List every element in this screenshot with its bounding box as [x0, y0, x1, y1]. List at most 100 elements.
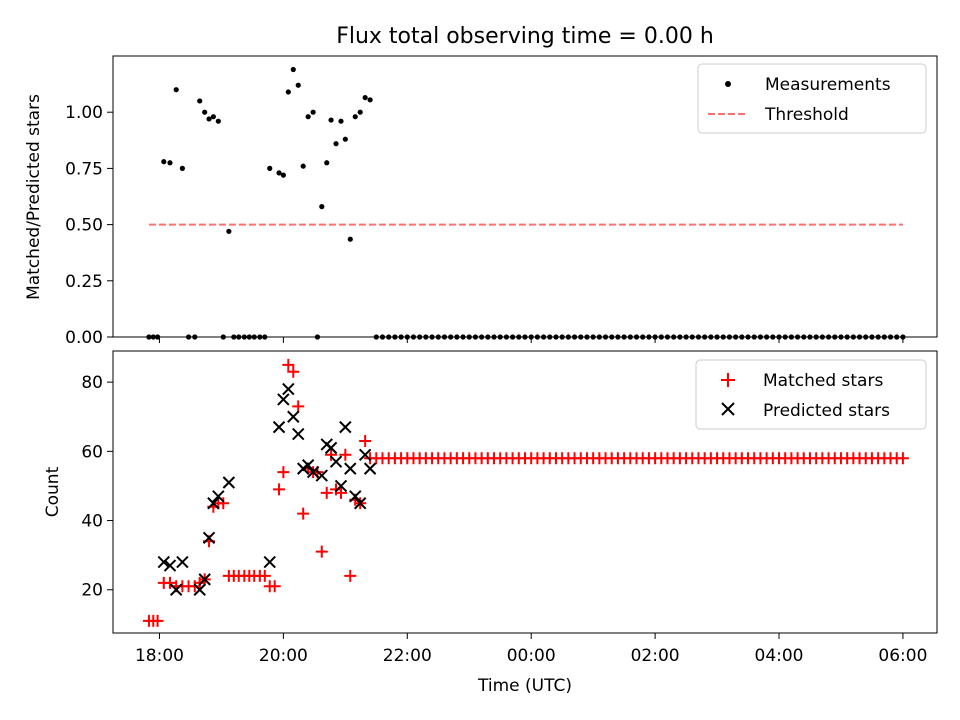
predicted-stars-point	[324, 441, 338, 455]
x-axis-label: Time (UTC)	[477, 676, 572, 696]
legend-predicted-marker	[721, 402, 735, 416]
x-tick-label: 22:00	[383, 646, 432, 666]
measurements-point	[295, 82, 301, 88]
bottom-y-tick-label: 80	[81, 373, 103, 393]
matched-stars-point	[217, 497, 230, 510]
predicted-stars-point	[193, 583, 206, 596]
predicted-stars-point	[176, 555, 189, 569]
measurements-point	[328, 117, 334, 123]
predicted-stars-point	[163, 559, 177, 572]
matched-stars-point	[896, 452, 909, 465]
matched-stars-point	[297, 507, 310, 520]
predicted-stars-point	[263, 555, 276, 569]
top-legend-box	[697, 63, 927, 134]
legend-matched-marker	[721, 373, 735, 387]
matched-stars-point	[163, 576, 176, 589]
predicted-stars-point	[169, 583, 183, 596]
predicted-stars-point	[329, 455, 343, 468]
measurements-point	[367, 97, 373, 103]
matched-stars-point	[339, 448, 352, 461]
measurements-point	[167, 160, 173, 166]
top-y-tick-label: 1.00	[65, 103, 103, 123]
predicted-stars-point	[358, 448, 372, 462]
predicted-stars-point	[315, 469, 328, 482]
measurements-point	[319, 204, 325, 210]
x-tick-label: 00:00	[507, 646, 556, 666]
predicted-stars-point	[344, 462, 357, 475]
matched-stars-point	[344, 569, 357, 582]
matched-stars-point	[359, 434, 372, 447]
top-y-axis-label: Matched/Predicted stars	[24, 94, 44, 300]
predicted-stars-point	[334, 479, 348, 493]
predicted-stars-point	[292, 427, 305, 441]
measurements-point	[210, 114, 216, 120]
predicted-stars-point	[198, 573, 211, 586]
legend-threshold-label: Threshold	[764, 105, 849, 125]
predicted-stars-point	[212, 490, 225, 503]
measurements-point	[324, 160, 330, 166]
top-y-tick-label: 0.75	[65, 159, 103, 179]
x-tick-label: 20:00	[259, 646, 308, 666]
measurements-point	[179, 165, 185, 171]
measurements-point	[173, 87, 179, 93]
measurements-point	[357, 109, 363, 115]
predicted-stars-point	[339, 420, 352, 434]
predicted-stars-point	[282, 382, 295, 396]
measurements-point	[342, 136, 348, 142]
measurements-point	[352, 114, 358, 120]
bottom-series-layer	[142, 358, 909, 627]
measurements-point	[202, 109, 208, 115]
top-plot-frame	[112, 55, 938, 338]
predicted-stars-point	[277, 393, 290, 406]
top-y-tick-label: 0.00	[65, 328, 103, 348]
legend-predicted-label: Predicted stars	[763, 401, 890, 421]
bottom-y-axis-label: Count	[43, 466, 63, 517]
predicted-stars-point	[222, 476, 236, 489]
bottom-plot-frame	[112, 350, 938, 634]
matched-stars-point	[325, 448, 338, 461]
matched-stars-point	[287, 365, 300, 378]
predicted-stars-point	[287, 410, 300, 423]
measurements-point	[347, 236, 353, 242]
predicted-stars-point	[363, 462, 377, 475]
matched-stars-point	[258, 569, 271, 582]
predicted-stars-point	[301, 458, 315, 472]
bottom-y-tick-label: 20	[81, 581, 103, 601]
measurements-point	[280, 172, 286, 178]
measurements-point	[197, 98, 203, 104]
measurements-point	[285, 89, 291, 95]
top-panel: 0.00 0.25 0.50 0.75 1.00 Flux total observin…	[24, 24, 938, 348]
measurements-point	[310, 109, 316, 115]
measurements-point	[161, 159, 167, 165]
predicted-stars-point	[207, 497, 220, 510]
measurements-point	[338, 118, 344, 124]
top-legend: Measurements Threshold	[697, 63, 927, 134]
bottom-panel: 20 40 60 80 18:00 20:00 22:00 00:00 02:00 04:00 06…	[43, 350, 938, 696]
bottom-legend: Matched stars Predicted stars	[695, 359, 927, 430]
measurements-point	[333, 141, 339, 147]
x-tick-label: 04:00	[755, 646, 804, 666]
bottom-y-tick-label: 60	[81, 442, 103, 462]
top-y-tick-label: 0.25	[65, 272, 103, 292]
measurements-point	[300, 163, 306, 169]
predicted-stars-point	[349, 490, 362, 503]
matched-stars-point	[273, 483, 286, 496]
matched-stars-point	[292, 400, 305, 413]
legend-matched-label: Matched stars	[763, 371, 883, 391]
matched-stars-point	[334, 486, 347, 499]
measurements-point	[215, 118, 221, 124]
predicted-stars-point	[157, 555, 171, 569]
matched-stars-point	[320, 486, 333, 499]
predicted-stars-point	[202, 531, 216, 545]
predicted-stars-point	[353, 497, 367, 510]
predicted-stars-point	[272, 420, 286, 434]
x-tick-label: 02:00	[631, 646, 680, 666]
measurements-point	[276, 170, 282, 176]
legend-measurements-marker	[725, 81, 731, 87]
top-ticks-layer: 0.00 0.25 0.50 0.75 1.00	[65, 103, 904, 348]
top-y-tick-label: 0.50	[65, 216, 103, 236]
matched-stars-point	[315, 545, 328, 558]
matched-stars-point	[282, 358, 295, 371]
matched-stars-point	[277, 466, 290, 479]
